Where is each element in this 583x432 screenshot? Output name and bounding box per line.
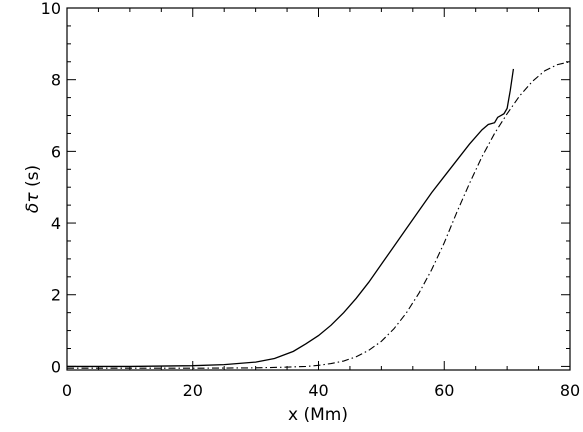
x-axis-ticks: 0 20 40 60 80 xyxy=(62,8,580,400)
y-axis-label: δτ (s) xyxy=(23,165,43,213)
y-tick-label: 2 xyxy=(51,286,61,305)
series-dash-dot-line xyxy=(67,61,571,369)
y-tick-label: 10 xyxy=(41,0,61,18)
x-tick-label: 20 xyxy=(183,381,203,400)
y-axis-label-unit: (s) xyxy=(23,165,43,193)
series-group xyxy=(67,61,571,369)
x-tick-label: 60 xyxy=(434,381,454,400)
y-axis-ticks: 0 2 4 6 8 10 xyxy=(41,0,570,376)
y-tick-label: 6 xyxy=(51,142,61,161)
x-tick-label: 80 xyxy=(560,381,580,400)
x-axis-label: x (Mm) xyxy=(288,405,348,425)
series-solid-line xyxy=(67,68,515,368)
x-tick-label: 40 xyxy=(308,381,328,400)
y-axis-label-symbol: δτ xyxy=(23,192,43,213)
plot-frame xyxy=(66,7,571,371)
y-tick-label: 4 xyxy=(51,214,61,233)
x-tick-label: 0 xyxy=(62,381,72,400)
y-tick-label: 0 xyxy=(51,357,61,376)
y-tick-label: 8 xyxy=(51,71,61,90)
